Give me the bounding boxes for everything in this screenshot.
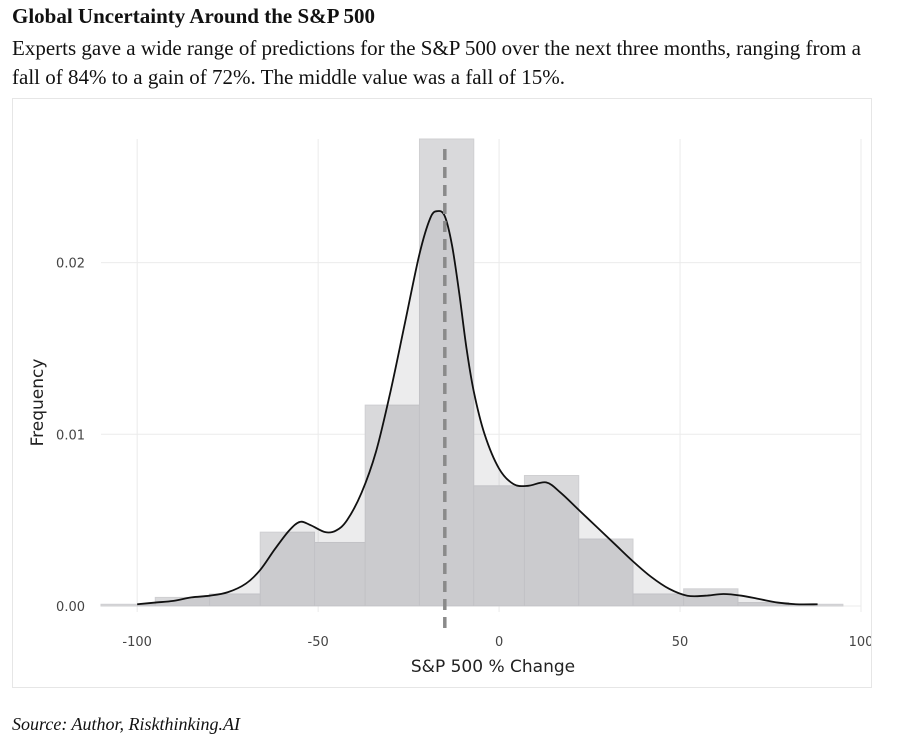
density-line xyxy=(137,210,818,606)
x-tick-label: 100 xyxy=(849,635,871,650)
chart-panel: -100 -50 0 50 100 0.00 0.01 0.02 S&P 500 % Chang… xyxy=(12,98,872,688)
histogram-bar xyxy=(473,485,525,607)
chart-subtitle: Experts gave a wide range of predictions… xyxy=(12,36,861,89)
histogram-bar xyxy=(578,538,634,607)
y-tick-label: 0.02 xyxy=(56,257,85,272)
histogram-bar xyxy=(523,475,580,607)
chart-title: Global Uncertainty Around the S&P 500 xyxy=(12,4,376,28)
y-tick-label: 0.00 xyxy=(56,600,85,615)
x-tick-label: -100 xyxy=(122,635,152,650)
histogram-chart: -100 -50 0 50 100 0.00 0.01 0.02 S&P 500 % Chang… xyxy=(28,138,871,677)
x-tick-label: 0 xyxy=(495,635,503,650)
histogram-bar xyxy=(314,541,366,607)
histogram-bar xyxy=(364,404,420,607)
histogram-bar xyxy=(418,138,475,607)
x-axis-label: S&P 500 % Change xyxy=(411,657,575,677)
y-tick-label: 0.01 xyxy=(56,428,85,443)
y-axis-label: Frequency xyxy=(28,359,48,447)
x-tick-label: 50 xyxy=(672,635,689,650)
x-tick-label: -50 xyxy=(308,635,329,650)
source-note: Source: Author, Riskthinking.AI xyxy=(12,714,240,734)
